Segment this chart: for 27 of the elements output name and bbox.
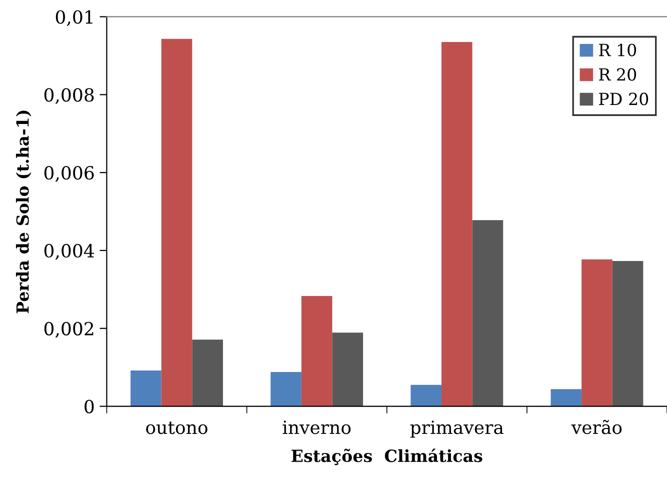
y-tick-label: 0,002: [44, 322, 94, 338]
legend-label: R 10: [599, 44, 636, 56]
y-axis-title: Perda de Solo (t.ha-1): [16, 110, 32, 314]
y-tick-label: 0,01: [56, 10, 92, 26]
bar: [550, 389, 582, 406]
y-tick-label: 0,006: [44, 166, 94, 182]
legend-label: PD 20: [599, 92, 648, 106]
x-tick-label: primavera: [410, 420, 504, 438]
bar: [472, 220, 504, 406]
bar: [332, 332, 364, 406]
x-axis-title: Estações Climáticas: [292, 448, 482, 466]
y-tick-label: 0,004: [44, 244, 94, 260]
bar: [270, 372, 302, 406]
x-tick-label: outono: [146, 422, 208, 434]
legend-label: R 20: [599, 68, 636, 81]
bar: [582, 259, 612, 406]
bar: [410, 384, 442, 406]
x-tick-label: inverno: [282, 420, 351, 434]
y-tick-label: 0,008: [44, 88, 94, 104]
bar: [612, 260, 644, 406]
bar: [161, 38, 192, 406]
bar: [192, 340, 223, 406]
x-tick-label: verão: [571, 420, 622, 434]
y-tick-label: 0: [84, 400, 94, 414]
bar: [130, 370, 162, 406]
bar: [441, 42, 472, 406]
bar: [301, 296, 332, 406]
